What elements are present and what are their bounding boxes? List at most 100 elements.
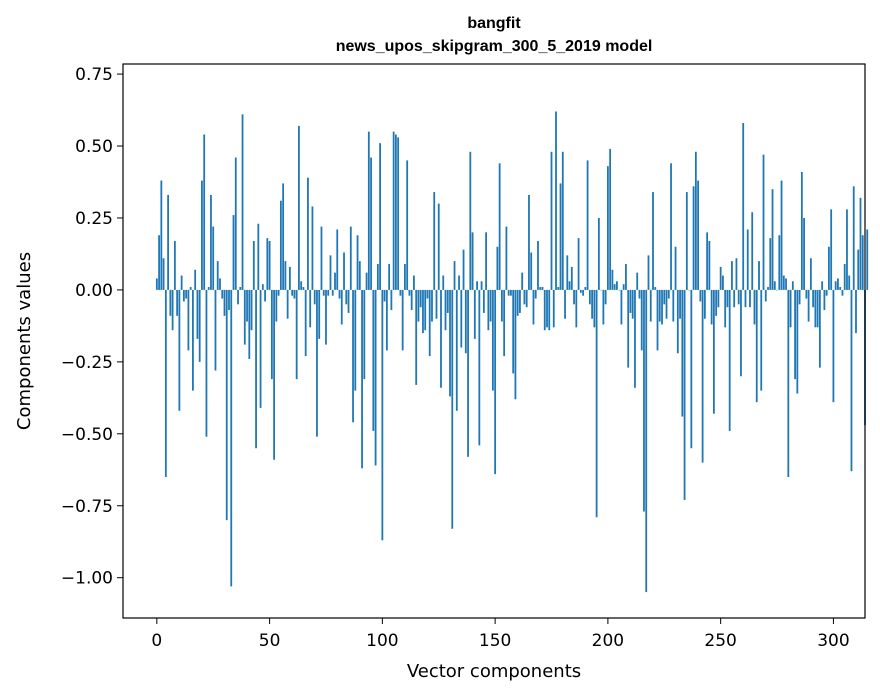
bar-44 xyxy=(255,289,257,449)
y-axis-ticks: 0.75 0.50 0.25 0.00 −0.25 −0.50 −0.75 −1.00 xyxy=(61,65,123,589)
bar-40 xyxy=(246,289,248,322)
bar-303 xyxy=(839,287,842,290)
bar-138 xyxy=(467,289,469,457)
bar-299 xyxy=(830,209,833,290)
bar-69 xyxy=(311,206,314,290)
bar-72 xyxy=(318,289,321,339)
bar-121 xyxy=(428,289,431,357)
bar-300 xyxy=(832,289,835,403)
bar-166 xyxy=(530,252,533,290)
bar-136 xyxy=(462,249,465,290)
plot-frame xyxy=(122,63,866,619)
bar-315 xyxy=(866,229,869,290)
bar-282 xyxy=(791,281,794,290)
bar-294 xyxy=(818,289,821,368)
bar-164 xyxy=(525,289,528,308)
bar-158 xyxy=(512,289,515,374)
y-tick-label-3: 0.00 xyxy=(75,281,113,301)
bar-112 xyxy=(408,289,411,296)
bar-284 xyxy=(796,289,799,394)
bar-60 xyxy=(291,289,294,296)
bar-248 xyxy=(715,289,718,316)
bar-224 xyxy=(661,289,663,325)
bar-33 xyxy=(230,289,233,587)
bar-38 xyxy=(241,114,244,290)
bar-182 xyxy=(566,255,569,290)
bar-234 xyxy=(683,289,686,501)
y-tick-label-7: −1.00 xyxy=(61,569,113,589)
bar-218 xyxy=(647,255,650,290)
bar-165 xyxy=(528,194,530,290)
bar-17 xyxy=(194,269,197,290)
bar-287 xyxy=(803,217,805,290)
bar-263 xyxy=(749,289,751,308)
y-tick-label-2: 0.25 xyxy=(75,209,113,229)
bar-251 xyxy=(722,275,724,290)
bar-90 xyxy=(358,261,361,290)
bar-274 xyxy=(773,281,776,290)
bar-189 xyxy=(582,289,584,296)
bar-305 xyxy=(843,264,846,290)
bar-272 xyxy=(769,238,772,290)
bar-257 xyxy=(735,258,738,290)
bar-74 xyxy=(322,289,325,296)
bar-80 xyxy=(336,229,339,290)
bar-310 xyxy=(855,289,857,334)
bar-70 xyxy=(313,289,316,305)
bar-32 xyxy=(228,289,230,311)
bar-115 xyxy=(415,289,418,385)
bar-217 xyxy=(645,289,648,593)
bar-65 xyxy=(302,287,305,290)
bar-61 xyxy=(293,289,296,299)
bar-123 xyxy=(433,192,436,290)
bar-307 xyxy=(848,275,851,290)
bar-119 xyxy=(424,289,427,331)
bar-265 xyxy=(753,289,756,325)
bar-243 xyxy=(703,289,706,319)
bar-42 xyxy=(250,289,253,331)
bar-142 xyxy=(476,281,478,290)
bar-139 xyxy=(469,151,472,290)
bar-89 xyxy=(356,235,359,290)
bar-160 xyxy=(516,289,519,316)
bar-262 xyxy=(746,229,749,290)
bar-175 xyxy=(550,151,553,290)
bar-12 xyxy=(182,289,185,302)
bar-122 xyxy=(431,289,433,322)
x-tick-label-6: 300 xyxy=(817,631,849,651)
bar-129 xyxy=(446,289,449,313)
bar-201 xyxy=(609,148,612,290)
bar-312 xyxy=(859,197,862,290)
bar-67 xyxy=(307,177,309,290)
bar-293 xyxy=(816,289,819,328)
bar-45 xyxy=(257,223,260,290)
bar-155 xyxy=(505,226,508,290)
bar-227 xyxy=(667,289,670,299)
bar-161 xyxy=(519,289,521,313)
bar-301 xyxy=(834,281,837,290)
bar-302 xyxy=(837,278,839,290)
bar-66 xyxy=(304,289,307,357)
bar-55 xyxy=(279,200,282,290)
bar-309 xyxy=(852,186,855,290)
bar-148 xyxy=(489,289,492,322)
bar-220 xyxy=(652,192,654,290)
bar-288 xyxy=(805,289,808,299)
bar-14 xyxy=(187,289,190,351)
bar-179 xyxy=(559,183,562,290)
bar-43 xyxy=(252,240,255,290)
bar-152 xyxy=(498,163,501,290)
bar-110 xyxy=(404,264,406,290)
bars-group xyxy=(155,111,869,593)
bar-226 xyxy=(665,289,668,319)
bar-59 xyxy=(288,266,291,290)
bar-273 xyxy=(771,189,774,290)
bar-306 xyxy=(846,209,848,290)
bar-120 xyxy=(426,289,429,299)
bar-46 xyxy=(259,289,262,408)
x-tick-label-0: 0 xyxy=(151,631,162,651)
bar-176 xyxy=(552,289,555,328)
bar-163 xyxy=(523,289,526,305)
bar-215 xyxy=(640,289,643,351)
